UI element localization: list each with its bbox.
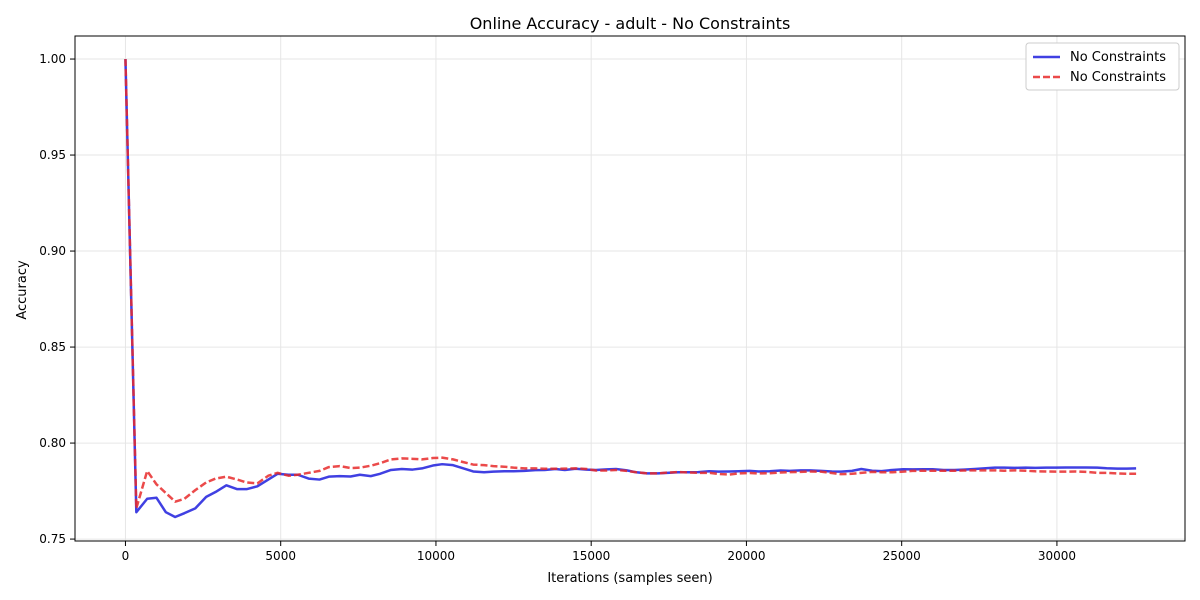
- plot-background: [75, 36, 1185, 541]
- y-tick-label: 1.00: [39, 52, 66, 66]
- plot-frame: [74, 35, 1186, 542]
- legend-label-series-1: No Constraints: [1070, 50, 1166, 65]
- x-axis-ticks: 0 5000 10000 15000 20000 25000 30000: [122, 541, 1076, 563]
- y-tick-label: 0.95: [39, 148, 66, 162]
- series-lines: [124, 59, 1137, 519]
- x-tick-label: 5000: [265, 549, 296, 563]
- y-tick-label: 0.80: [39, 436, 66, 450]
- y-tick-label: 0.75: [39, 532, 66, 546]
- y-tick-label: 0.90: [39, 244, 66, 258]
- legend-box: [1025, 42, 1180, 91]
- y-tick-label: 0.85: [39, 340, 66, 354]
- legend-label-series-2: No Constraints: [1070, 70, 1166, 85]
- series-line-2: [124, 59, 1137, 510]
- x-tick-label: 20000: [727, 549, 765, 563]
- y-axis-ticks: 0.75 0.80 0.85 0.90 0.95 1.00: [39, 52, 75, 546]
- x-tick-label: 0: [122, 549, 130, 563]
- chart-title: Online Accuracy - adult - No Constraints: [470, 14, 791, 33]
- x-axis-label: Iterations (samples seen): [547, 571, 712, 586]
- x-tick-label: 10000: [417, 549, 455, 563]
- legend: No Constraints No Constraints: [1025, 42, 1180, 91]
- x-tick-label: 15000: [572, 549, 610, 563]
- x-tick-label: 25000: [883, 549, 921, 563]
- x-tick-label: 30000: [1038, 549, 1076, 563]
- y-axis-label: Accuracy: [15, 260, 30, 320]
- grid-lines: [75, 36, 1185, 541]
